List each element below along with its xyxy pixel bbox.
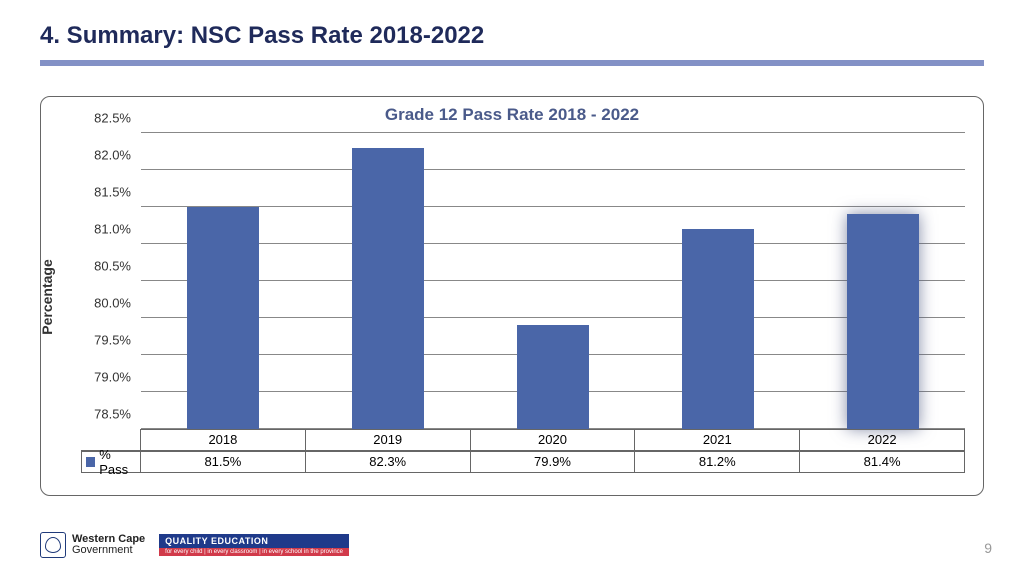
table-cell: 2018: [141, 429, 306, 451]
table-cell: 79.9%: [471, 451, 636, 473]
table-cell: 2020: [471, 429, 636, 451]
table-cell: 81.2%: [635, 451, 800, 473]
badge-bottom: for every child | in every classroom | i…: [159, 548, 349, 556]
chart-body: Percentage 78.5%79.0%79.5%80.0%80.5%81.0…: [55, 129, 969, 465]
org-logo: Western Cape Government: [40, 532, 145, 558]
ytick-label: 79.5%: [94, 333, 141, 348]
ytick-label: 80.5%: [94, 259, 141, 274]
page-number: 9: [984, 540, 992, 556]
gridline: [141, 280, 965, 281]
table-cell: 81.4%: [800, 451, 965, 473]
gridline: [141, 243, 965, 244]
ytick-label: 78.5%: [94, 407, 141, 422]
series-label: % Pass: [99, 447, 140, 477]
org-name-2: Government: [72, 545, 145, 556]
bar: [187, 207, 259, 429]
bar: [517, 325, 589, 429]
table-cell: 2022: [800, 429, 965, 451]
crest-icon: [40, 532, 66, 558]
slide-title: 4. Summary: NSC Pass Rate 2018-2022: [40, 22, 484, 50]
legend-swatch-icon: [86, 457, 95, 467]
table-cell: 2021: [635, 429, 800, 451]
bar: [352, 148, 424, 429]
table-row: 2018 2019 2020 2021 2022: [141, 429, 965, 451]
gridline: [141, 132, 965, 133]
table-cell: 82.3%: [306, 451, 471, 473]
gridline: [141, 317, 965, 318]
ytick-label: 82.5%: [94, 111, 141, 126]
badge-top: QUALITY EDUCATION: [159, 534, 349, 548]
ytick-label: 80.0%: [94, 296, 141, 311]
chart-title: Grade 12 Pass Rate 2018 - 2022: [55, 105, 969, 125]
footer: Western Cape Government QUALITY EDUCATIO…: [40, 532, 349, 558]
title-divider: [40, 60, 984, 66]
bar: [682, 229, 754, 429]
table-cell: 2019: [306, 429, 471, 451]
ytick-label: 81.5%: [94, 185, 141, 200]
table-cell: 81.5%: [141, 451, 306, 473]
bar: [847, 214, 919, 429]
yaxis-label: Percentage: [39, 259, 55, 334]
chart-container: Grade 12 Pass Rate 2018 - 2022 Percentag…: [40, 96, 984, 496]
plot-area: 78.5%79.0%79.5%80.0%80.5%81.0%81.5%82.0%…: [141, 133, 965, 429]
quality-badge: QUALITY EDUCATION for every child | in e…: [159, 534, 349, 556]
gridline: [141, 169, 965, 170]
ytick-label: 79.0%: [94, 370, 141, 385]
gridline: [141, 206, 965, 207]
table-row: % Pass 81.5% 82.3% 79.9% 81.2% 81.4%: [141, 451, 965, 473]
legend-cell: % Pass: [81, 451, 141, 473]
ytick-label: 81.0%: [94, 222, 141, 237]
ytick-label: 82.0%: [94, 148, 141, 163]
data-table: 2018 2019 2020 2021 2022 % Pass 81.5% 82…: [141, 429, 965, 473]
